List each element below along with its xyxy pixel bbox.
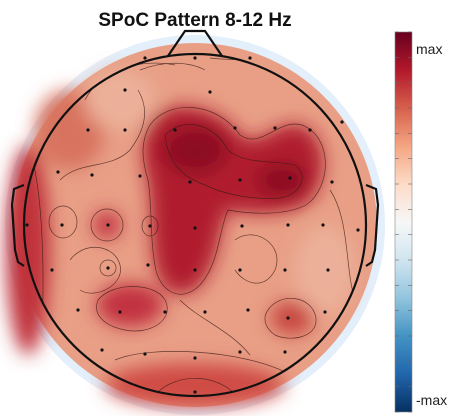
electrode-marker: [148, 224, 152, 228]
central-core: [163, 126, 227, 174]
electrode-marker: [106, 223, 110, 227]
contour-top-left: [139, 62, 206, 71]
electrode-marker: [106, 266, 110, 270]
electrode-marker: [323, 310, 327, 314]
electrode-marker: [138, 174, 142, 178]
electrode-marker: [146, 263, 150, 267]
electrode-marker: [330, 180, 334, 184]
contour-bottom: [114, 351, 286, 373]
electrode-marker: [238, 268, 242, 272]
electrode-marker: [143, 352, 147, 356]
electrode-marker: [283, 350, 287, 354]
right-light-zone: [295, 225, 355, 315]
electrode-marker: [76, 308, 80, 312]
electrode-marker: [308, 128, 312, 132]
electrode-marker: [246, 308, 250, 312]
colorbar-gradient: [394, 31, 413, 413]
electrode-marker: [193, 356, 197, 360]
contour-ring-d: [99, 259, 117, 277]
electrode-marker: [173, 128, 177, 132]
electrode-marker: [288, 176, 292, 180]
electrode-marker: [248, 56, 252, 60]
electrode-marker: [193, 268, 197, 272]
electrode-marker: [238, 350, 242, 354]
contour-lower-right-blob: [264, 298, 317, 339]
electrode-marker: [340, 120, 344, 124]
lower-left-blob: [96, 283, 164, 327]
electrode-marker: [203, 310, 207, 314]
heatmap-blobs: [6, 70, 355, 407]
right-ear-outline: [365, 183, 380, 267]
electrode-marker: [193, 390, 197, 394]
contour-right-mid: [234, 234, 278, 284]
left-edge-band: [6, 145, 50, 355]
electrode-marker: [193, 226, 197, 230]
contour-ring-a: [90, 208, 124, 242]
electrode-marker: [123, 128, 127, 132]
electrode-marker: [238, 178, 242, 182]
colorbar: max -max: [394, 31, 447, 413]
chart-title: SPoC Pattern 8-12 Hz: [98, 10, 291, 31]
heatmap-field: [6, 43, 377, 407]
electrode-marker: [326, 268, 330, 272]
right-core: [258, 163, 306, 197]
electrode-marker: [118, 310, 122, 314]
electrode-marker: [123, 88, 127, 92]
colorbar-ticks: [395, 31, 412, 413]
contour-lower-middle: [179, 299, 251, 356]
electrode-marker: [143, 56, 147, 60]
colorbar-max-label: max: [416, 41, 442, 57]
electrode-marker: [356, 228, 360, 232]
electrode-marker: [50, 268, 54, 272]
electrode-marker: [56, 170, 60, 174]
electrode-marker: [321, 223, 325, 227]
electrode-marker: [233, 126, 237, 130]
electrode-marker: [286, 223, 290, 227]
electrode-marker: [193, 56, 197, 60]
bottom-band: [105, 363, 285, 407]
contour-lower-left-blob: [96, 286, 168, 332]
contour-lower-left: [69, 246, 121, 294]
electrode-marker: [163, 310, 167, 314]
electrode-marker: [286, 316, 290, 320]
nose-outline: [167, 29, 223, 57]
contour-ring-b: [48, 205, 78, 239]
contour-left-loop: [59, 89, 145, 181]
left-ear-outline: [10, 183, 25, 267]
electrode-marker: [86, 128, 90, 132]
electrode-marker: [283, 268, 287, 272]
electrode-marker: [273, 126, 277, 130]
contour-central: [142, 106, 326, 295]
head-outline: [10, 29, 380, 398]
upper-light-zone: [85, 70, 155, 130]
contour-ring-c: [141, 215, 159, 237]
electrode-marker: [240, 224, 244, 228]
electrode-marker: [208, 90, 212, 94]
electrode-marker: [60, 223, 64, 227]
electrode-marker: [100, 348, 104, 352]
electrode-marker: [25, 223, 29, 227]
head-circle: [22, 52, 368, 398]
lower-right-spot: [270, 301, 314, 335]
electrode-marker: [90, 173, 94, 177]
contour-central-inner: [164, 124, 303, 199]
electrodes: [25, 56, 360, 394]
electrode-marker: [188, 180, 192, 184]
colorbar-min-label: -max: [416, 392, 447, 408]
